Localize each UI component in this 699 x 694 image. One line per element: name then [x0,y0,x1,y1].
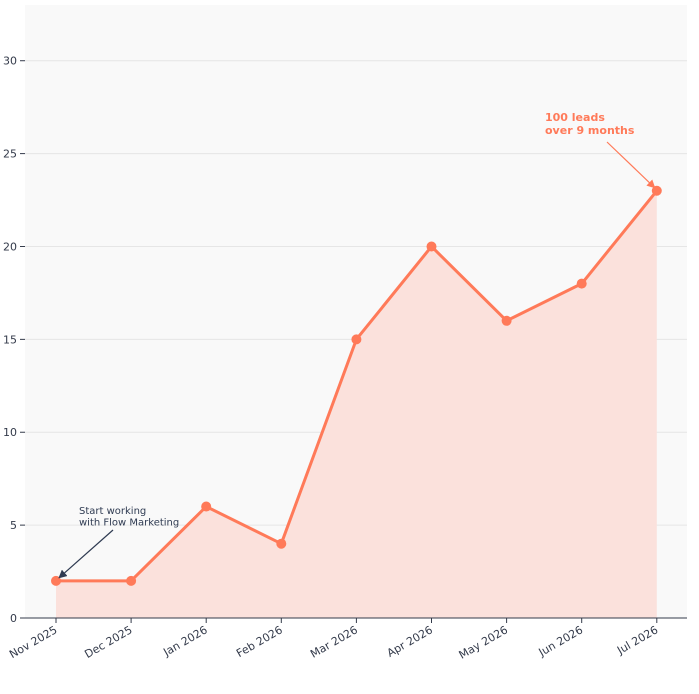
data-point-mar-2026 [351,334,362,345]
annotation-start-text: Start working [79,506,146,517]
data-point-feb-2026 [276,538,287,549]
data-point-jan-2026 [201,501,212,512]
data-point-dec-2025 [126,575,137,586]
x-tick-label: Jul 2026 [614,623,660,657]
x-tick-label: Feb 2026 [234,623,285,660]
x-tick-label: Dec 2025 [82,623,134,661]
data-points [51,185,662,586]
x-tick-label: Apr 2026 [385,623,435,660]
y-tick-label: 20 [3,240,17,253]
y-tick-label: 10 [3,426,17,439]
data-point-may-2026 [501,315,512,326]
y-tick-label: 30 [3,55,17,68]
y-tick-label: 5 [10,519,17,532]
data-point-apr-2026 [426,241,437,252]
x-tick-label: Jun 2026 [536,623,586,659]
x-tick-label: May 2026 [457,623,510,661]
data-point-jun-2026 [576,278,587,289]
data-point-jul-2026 [651,185,662,196]
annotation-arrow-end [606,141,656,189]
x-tick-label: Mar 2026 [308,623,360,660]
annotation-end-text: 100 leads [545,111,605,124]
y-tick-label: 25 [3,148,17,161]
y-axis: 0 5 10 15 20 25 30 [3,55,25,625]
annotation-start-text: with Flow Marketing [79,518,179,529]
x-tick-label: Jan 2026 [160,623,209,659]
annotation-arrow-start [58,529,114,579]
x-axis: Nov 2025 Dec 2025 Jan 2026 Feb 2026 Mar 2026… [7,618,660,662]
x-tick-label: Nov 2025 [7,623,59,661]
y-tick-label: 0 [10,612,17,625]
y-tick-label: 15 [3,333,17,346]
annotation-end-text: over 9 months [545,124,635,137]
